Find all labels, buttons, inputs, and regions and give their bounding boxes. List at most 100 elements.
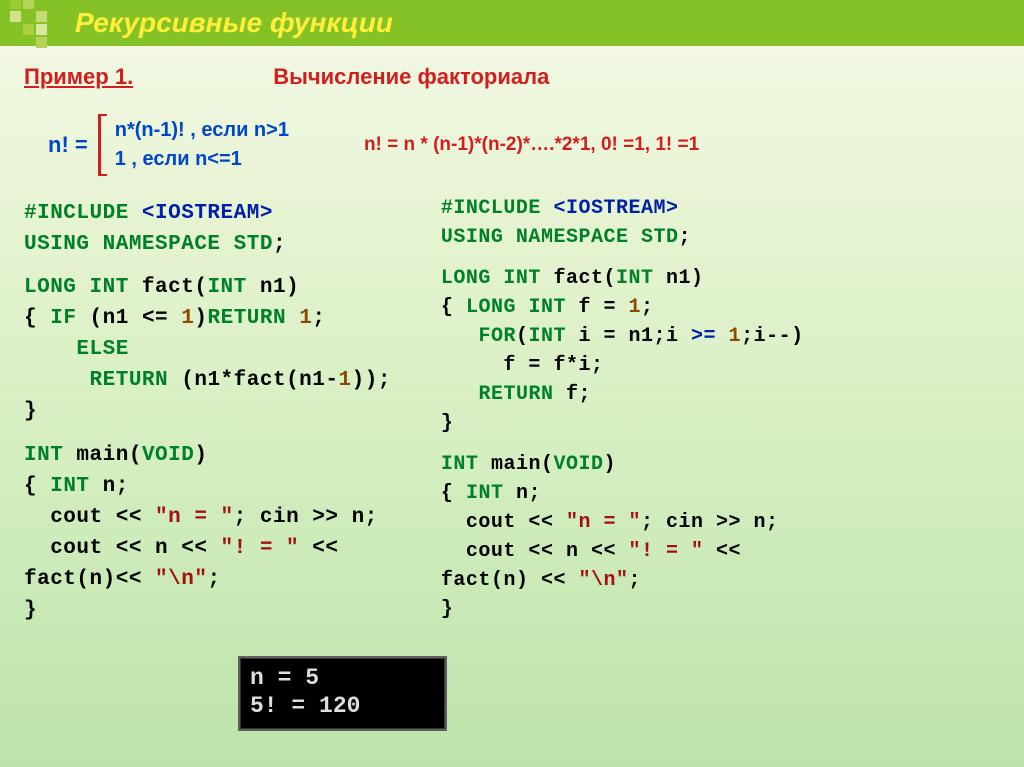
formula-row: n! = n*(n-1)! , если n>1 1 , если n<=1 n…: [24, 114, 1000, 176]
code-columns: #include <IOSTREAM> using namespace std;…: [24, 198, 1000, 626]
tok: ;: [312, 307, 325, 330]
tok: ;: [628, 569, 641, 592]
tok: "\n": [155, 568, 207, 591]
tok: cout << n <<: [24, 537, 221, 560]
tok: #include: [24, 202, 142, 225]
tok: #include: [441, 197, 554, 220]
tok: "n = ": [566, 511, 641, 534]
slide-content: Пример 1. Вычисление факториала n! = n*(…: [0, 46, 1024, 626]
tok: n1): [247, 276, 299, 299]
tok: (n1-: [286, 369, 338, 392]
tok: void: [553, 453, 603, 476]
terminal-line: 5! = 120: [250, 692, 435, 721]
tok: (: [541, 453, 554, 476]
slide-title: Рекурсивные функции: [75, 7, 393, 39]
tok: (: [603, 267, 616, 290]
tok: ));: [352, 369, 391, 392]
tok: cout <<: [24, 506, 155, 529]
tok: long int: [466, 296, 566, 319]
tok: <IOSTREAM>: [553, 197, 678, 220]
tok: std: [641, 226, 679, 249]
tok: [716, 325, 729, 348]
tok: main: [491, 453, 541, 476]
tok: n1): [654, 267, 704, 290]
tok: "! = ": [221, 537, 300, 560]
example-heading-row: Пример 1. Вычисление факториала: [24, 64, 1000, 90]
tok: }: [441, 412, 454, 435]
formula-case2: 1 , если n<=1: [115, 145, 289, 174]
tok: long int: [24, 276, 142, 299]
tok: main: [76, 444, 128, 467]
tok: ;i--): [741, 325, 804, 348]
tok: ;: [678, 226, 691, 249]
tok: }: [24, 599, 37, 622]
tok: for: [478, 325, 516, 348]
tok: using namespace: [441, 226, 641, 249]
tok: ; cin >> n;: [234, 506, 378, 529]
tok: using namespace: [24, 233, 234, 256]
tok: fact: [142, 276, 194, 299]
tok: ): [194, 444, 207, 467]
tok: ; cin >> n;: [641, 511, 779, 534]
tok: <IOSTREAM>: [142, 202, 273, 225]
tok: int: [528, 325, 566, 348]
tok: (n1*: [168, 369, 234, 392]
tok: ;: [207, 568, 220, 591]
tok: return: [207, 307, 299, 330]
tok: fact: [441, 569, 491, 592]
tok: }: [24, 400, 37, 423]
tok: {: [24, 307, 50, 330]
tok: void: [142, 444, 194, 467]
slide-header: Рекурсивные функции: [0, 0, 1024, 46]
code-iterative: #include <IOSTREAM> using namespace std;…: [441, 194, 804, 626]
tok: cout <<: [441, 511, 566, 534]
tok: cout << n <<: [441, 540, 629, 563]
tok: {: [441, 482, 466, 505]
tok: long int: [441, 267, 554, 290]
tok: 1: [339, 369, 352, 392]
terminal-output: n = 5 5! = 120: [238, 656, 447, 732]
tok: }: [441, 598, 454, 621]
tok: >=: [691, 325, 716, 348]
tok: "n = ": [155, 506, 234, 529]
tok: {: [24, 475, 50, 498]
tok: 1: [729, 325, 742, 348]
tok: ;: [273, 233, 286, 256]
tok: else: [24, 338, 129, 361]
formula-expansion: n! = n * (n-1)*(n-2)*….*2*1, 0! =1, 1! =…: [364, 134, 699, 156]
tok: int: [441, 453, 491, 476]
tok: <<: [299, 537, 338, 560]
formula-left: n! = n*(n-1)! , если n>1 1 , если n<=1: [48, 114, 289, 176]
tok: (: [194, 276, 207, 299]
tok: 1: [181, 307, 194, 330]
tok: "\n": [578, 569, 628, 592]
tok: (n1 <=: [76, 307, 181, 330]
tok: (n) <<: [491, 569, 579, 592]
tok: int: [616, 267, 654, 290]
tok: int: [207, 276, 246, 299]
tok: int: [466, 482, 504, 505]
tok: fact: [234, 369, 286, 392]
corner-decoration: [10, 0, 60, 48]
tok: [24, 369, 90, 392]
tok: return: [478, 383, 553, 406]
tok: fact: [24, 568, 76, 591]
tok: f =: [566, 296, 629, 319]
tok: ): [194, 307, 207, 330]
formula-lhs: n! =: [48, 132, 88, 158]
formula-cases: n*(n-1)! , если n>1 1 , если n<=1: [115, 116, 289, 174]
tok: 1: [628, 296, 641, 319]
tok: n;: [90, 475, 129, 498]
tok: return: [90, 369, 169, 392]
tok: int: [50, 475, 89, 498]
tok: std: [234, 233, 273, 256]
tok: [441, 325, 479, 348]
tok: fact: [553, 267, 603, 290]
tok: if: [50, 307, 76, 330]
tok: i = n1;i: [566, 325, 691, 348]
tok: ;: [641, 296, 654, 319]
terminal-line: n = 5: [250, 664, 435, 693]
tok: (: [129, 444, 142, 467]
tok: "! = ": [628, 540, 703, 563]
brace-icon: [98, 114, 107, 176]
